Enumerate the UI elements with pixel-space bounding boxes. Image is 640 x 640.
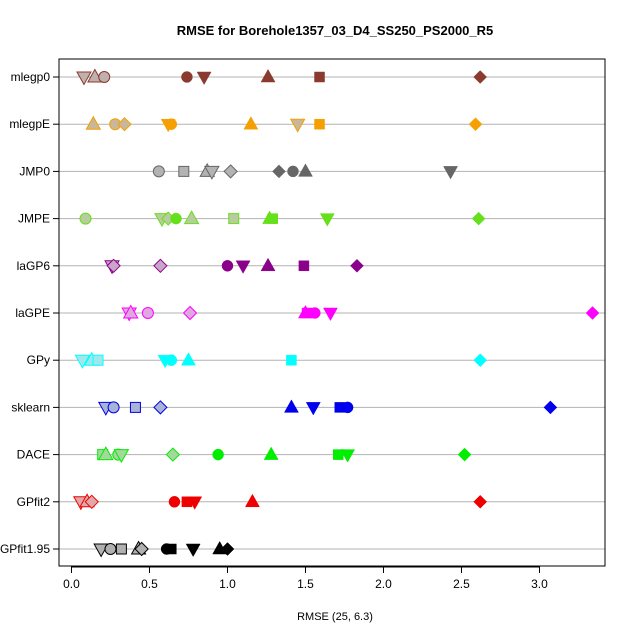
data-point-circle [168, 496, 181, 508]
data-point-diamond [165, 447, 181, 462]
data-point-diamond [473, 70, 488, 84]
y-tick-label: JMP0 [19, 164, 50, 178]
data-point-tri-down [235, 260, 251, 274]
y-tick-label: JMPE [18, 212, 50, 226]
data-point-circle [170, 212, 182, 225]
data-point-diamond [457, 447, 472, 462]
data-point-tri-up [97, 446, 114, 461]
data-point-tri-down [289, 118, 306, 133]
data-point-circle [107, 401, 120, 414]
data-point-circle [98, 71, 111, 83]
data-point-square [228, 213, 240, 225]
y-tick-label: GPy [27, 353, 50, 367]
y-tick-label: DACE [17, 448, 50, 462]
data-point-tri-up [183, 210, 200, 225]
chart-title: RMSE for Borehole1357_03_D4_SS250_PS2000… [177, 23, 494, 38]
data-point-tri-down [443, 166, 458, 180]
y-tick-label: GPfit2 [17, 495, 51, 509]
x-axis: 0.0 0.5 1.0 1.5 2.0 2.5 3.0 [63, 566, 548, 591]
data-point-diamond [585, 306, 600, 320]
data-point-circle [287, 165, 299, 178]
data-point-diamond [272, 164, 286, 179]
data-point-tri-up [260, 68, 276, 83]
x-tick-label: 2.5 [453, 577, 470, 591]
data-point-tri-down [185, 543, 201, 558]
data-point-square [298, 260, 310, 272]
data-point-square [166, 543, 177, 555]
data-point-tri-down [74, 354, 91, 369]
data-point-diamond [220, 542, 235, 556]
data-point-diamond [473, 494, 488, 509]
data-point-diamond [153, 258, 168, 274]
data-point-square [314, 118, 325, 130]
data-point-tri-up [245, 493, 260, 508]
data-point-circle [221, 260, 234, 272]
data-point-tri-up [284, 399, 299, 413]
y-axis: mlegp0 mlegpE JMP0 JMPE laGP6 laGPE GPy sklearn… [0, 70, 59, 556]
data-point-diamond [84, 494, 99, 510]
data-point-circle [309, 307, 321, 319]
x-tick-label: 3.0 [531, 577, 548, 591]
data-point-tri-up [181, 352, 196, 366]
data-point-square [129, 401, 141, 413]
data-point-circle [79, 212, 92, 225]
data-point-square [286, 354, 297, 366]
data-point-tri-up [298, 163, 313, 177]
data-point-tri-down [187, 496, 203, 510]
data-point-diamond [134, 541, 149, 557]
data-point-diamond [106, 258, 121, 274]
data-point-tri-up [260, 257, 276, 272]
x-tick-label: 0.5 [141, 577, 158, 591]
data-point-diamond [350, 258, 364, 273]
data-point-circle [165, 354, 178, 366]
data-points [72, 68, 600, 558]
data-point-tri-up [243, 116, 259, 130]
data-point-square [267, 213, 278, 224]
data-point-diamond [182, 305, 198, 321]
x-tick-label: 2.0 [375, 577, 392, 591]
x-tick-label: 0.0 [63, 577, 80, 591]
data-point-circle [104, 543, 117, 555]
data-point-tri-up [263, 446, 279, 460]
data-point-diamond [223, 164, 238, 179]
data-point-tri-down [340, 449, 356, 463]
data-point-circle [212, 448, 224, 461]
y-tick-label: mlegpE [9, 117, 50, 131]
data-point-diamond [471, 211, 486, 226]
data-point-square [92, 354, 104, 366]
data-point-square [178, 165, 190, 177]
data-point-tri-down [319, 213, 335, 227]
y-tick-label: laGPE [15, 306, 50, 320]
data-point-tri-down [76, 71, 92, 86]
y-tick-label: GPfit1.95 [0, 542, 50, 556]
y-tick-label: laGP6 [17, 259, 51, 273]
data-point-tri-down [204, 165, 220, 180]
data-point-tri-down [305, 402, 321, 416]
data-point-square [115, 543, 127, 555]
data-point-tri-up [122, 304, 139, 319]
x-tick-label: 1.0 [219, 577, 236, 591]
data-point-square [314, 71, 325, 83]
y-tick-label: sklearn [11, 400, 50, 414]
data-point-circle [341, 401, 354, 414]
data-point-diamond [468, 117, 483, 132]
data-point-diamond [473, 353, 488, 368]
y-tick-label: mlegp0 [11, 70, 51, 84]
data-point-diamond [543, 400, 558, 415]
data-point-tri-down [323, 307, 338, 322]
x-axis-label: RMSE (25, 6.3) [297, 611, 373, 623]
data-point-tri-down [113, 449, 130, 464]
data-point-tri-up [85, 115, 102, 130]
data-point-diamond [117, 116, 132, 132]
data-point-circle [181, 71, 193, 83]
data-point-circle [152, 165, 165, 178]
data-point-circle [141, 307, 154, 319]
data-point-diamond [153, 400, 168, 415]
data-point-circle [165, 118, 178, 130]
data-point-tri-down [196, 71, 212, 86]
x-tick-label: 1.5 [297, 577, 314, 591]
